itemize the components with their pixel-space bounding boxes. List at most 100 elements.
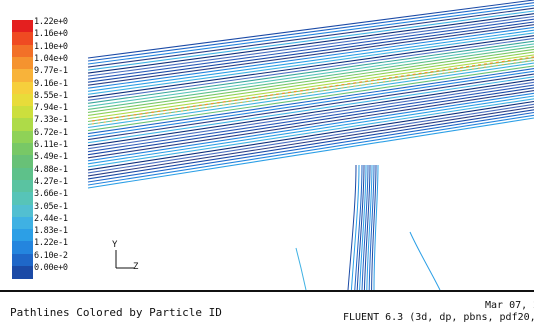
pathline xyxy=(87,15,534,77)
pathline xyxy=(87,46,534,110)
legend-label: 2.44e-1 xyxy=(34,213,68,224)
legend-swatch xyxy=(12,81,33,95)
pathline xyxy=(350,164,360,290)
legend-swatch xyxy=(12,143,33,156)
pathline xyxy=(356,164,365,290)
legend-label: 6.11e-1 xyxy=(34,140,68,150)
pathline xyxy=(87,2,534,62)
pathline xyxy=(87,103,534,174)
pathline xyxy=(87,84,534,153)
pathline xyxy=(366,164,373,290)
legend-swatch xyxy=(12,118,33,132)
pathline xyxy=(87,68,534,135)
pathline xyxy=(87,114,534,186)
legend-swatch xyxy=(12,44,33,58)
pathline xyxy=(373,164,379,290)
stray-pathlines xyxy=(295,231,441,290)
pathline xyxy=(87,87,534,156)
pathline xyxy=(87,70,534,138)
legend-label: 9.16e-1 xyxy=(34,78,68,89)
pathline xyxy=(87,95,534,165)
pathline xyxy=(87,43,534,107)
pathline xyxy=(87,18,534,80)
legend-label: 8.55e-1 xyxy=(34,90,68,101)
pathline xyxy=(368,164,375,290)
legend-swatch xyxy=(12,229,33,242)
pathline xyxy=(87,90,534,159)
legend-swatch xyxy=(12,216,33,230)
pathline xyxy=(409,231,441,290)
pathline xyxy=(87,0,534,59)
pathline xyxy=(87,51,534,116)
pathline xyxy=(87,57,534,123)
pathline xyxy=(91,59,534,125)
legend-label: 1.22e-1 xyxy=(34,238,68,249)
legend-label: 3.66e-1 xyxy=(34,189,68,200)
legend-swatch xyxy=(12,167,33,181)
pathline xyxy=(87,10,534,71)
legend-swatch xyxy=(12,69,33,82)
legend-label: 1.04e+0 xyxy=(34,53,68,64)
pathline xyxy=(87,13,534,74)
pathline xyxy=(87,24,534,86)
pathline xyxy=(87,117,534,189)
pathline xyxy=(87,73,534,141)
pathline xyxy=(87,111,534,183)
pathline xyxy=(87,92,534,162)
pathline xyxy=(87,106,534,177)
legend-swatch xyxy=(12,204,33,218)
axis-y-label: Y xyxy=(112,240,118,250)
pathline xyxy=(87,21,534,83)
legend-swatch xyxy=(12,179,33,193)
solver-version: FLUENT 6.3 (3d, dp, pbns, pdf20, l xyxy=(343,312,534,323)
pathline xyxy=(295,247,307,290)
pathline xyxy=(363,164,371,290)
graphics-viewport[interactable]: Y Z 1.22e+0 1.16e+0 1.10e+0 1.04e+0 9.77e-1 9… xyxy=(0,0,534,290)
pathline xyxy=(347,164,357,290)
legend-swatch xyxy=(12,155,33,169)
pathline xyxy=(87,37,534,101)
pathline xyxy=(87,54,534,120)
legend-label: 1.10e+0 xyxy=(34,41,68,52)
legend-label: 9.77e-1 xyxy=(34,66,68,77)
caption-panel: Pathlines Colored by Particle ID Mar 07,… xyxy=(0,292,534,335)
legend-swatch xyxy=(12,20,33,33)
pathline xyxy=(87,76,534,144)
pathline xyxy=(87,4,534,65)
pathline xyxy=(91,56,534,122)
legend-label: 7.94e-1 xyxy=(34,103,68,114)
pathline xyxy=(87,65,534,132)
pathline xyxy=(354,164,363,290)
plot-title: Pathlines Colored by Particle ID xyxy=(10,306,222,319)
legend-label: 6.10e-2 xyxy=(34,250,68,261)
branch-pipe-pathlines xyxy=(347,164,379,290)
legend-swatch xyxy=(12,130,33,144)
pathline xyxy=(87,7,534,68)
legend-swatch xyxy=(12,56,33,70)
legend-label: 6.72e-1 xyxy=(34,127,68,138)
pathline xyxy=(87,35,534,98)
legend-label: 1.22e+0 xyxy=(34,17,68,27)
legend-label: 3.05e-1 xyxy=(34,201,68,212)
legend-label: 1.16e+0 xyxy=(34,29,68,40)
legend-label: 4.88e-1 xyxy=(34,164,68,175)
caption-divider xyxy=(0,290,534,292)
plot-date: Mar 07, 2 xyxy=(485,300,534,311)
pathline xyxy=(361,164,369,290)
legend-label: 4.27e-1 xyxy=(34,176,68,187)
pathline xyxy=(87,59,534,126)
legend-swatch xyxy=(12,253,33,267)
pathline xyxy=(87,48,534,113)
legend-label: 1.83e-1 xyxy=(34,226,68,237)
pathline-plot[interactable] xyxy=(0,0,534,290)
legend-swatch xyxy=(12,241,33,255)
pathline xyxy=(87,109,534,180)
pathline xyxy=(87,81,534,150)
pathline xyxy=(371,164,377,290)
legend-swatch xyxy=(12,266,33,279)
pathline xyxy=(87,98,534,168)
legend-label: 0.00e+0 xyxy=(34,263,68,273)
axis-triad-icon xyxy=(115,250,134,269)
legend-swatch xyxy=(12,192,33,205)
pathline xyxy=(87,40,534,104)
